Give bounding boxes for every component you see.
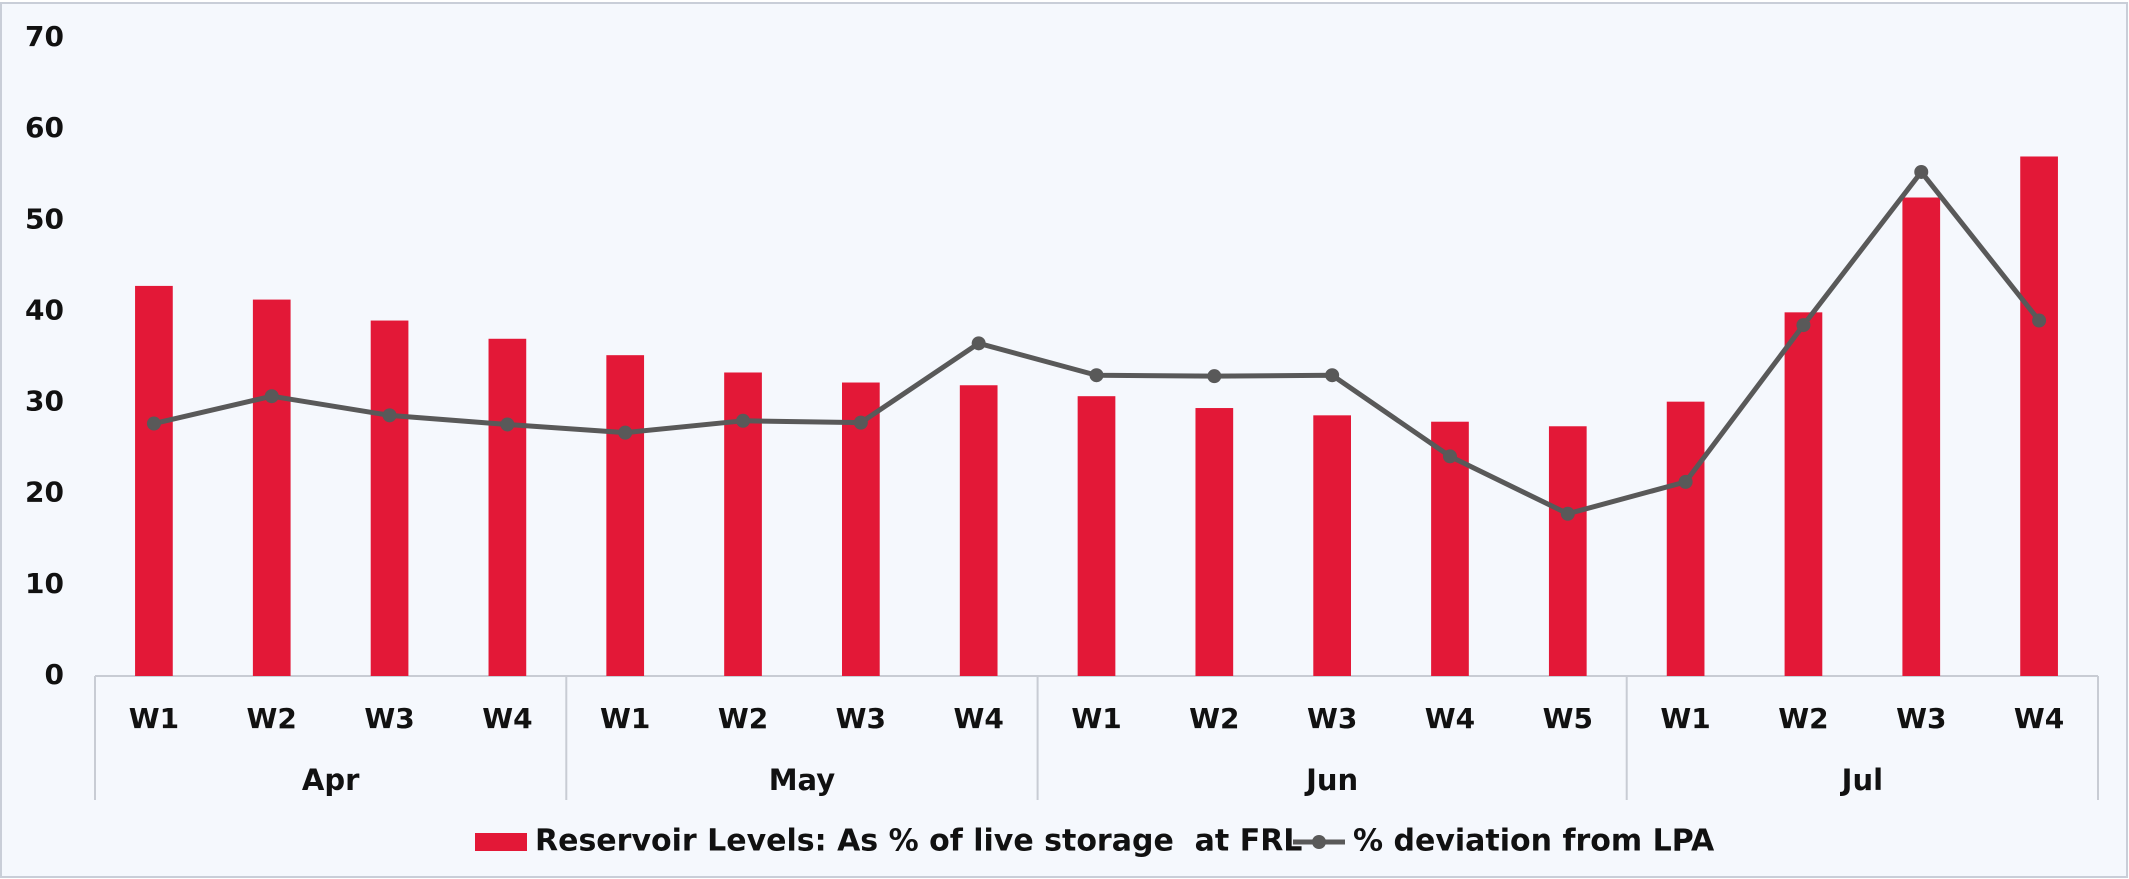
x-tick-label: W5 — [1543, 702, 1593, 735]
y-tick-label: 0 — [45, 658, 64, 691]
line-marker — [853, 415, 868, 430]
y-tick-label: 20 — [25, 476, 64, 509]
line-marker — [1560, 506, 1575, 521]
bar — [1666, 401, 1705, 676]
x-tick-label: W1 — [1660, 702, 1710, 735]
line-marker — [382, 408, 397, 423]
y-tick-label: 70 — [25, 20, 64, 53]
group-label: Jul — [1840, 763, 1883, 797]
line-marker — [618, 425, 633, 440]
bar — [1548, 426, 1587, 676]
y-tick-label: 30 — [25, 385, 64, 418]
bar — [1313, 415, 1351, 676]
bar — [1195, 408, 1234, 676]
legend-swatch — [1312, 835, 1326, 849]
line-marker — [1207, 369, 1222, 384]
x-tick-label: W4 — [2014, 702, 2064, 735]
x-tick-label: W2 — [1189, 702, 1239, 735]
bar — [842, 382, 880, 676]
line-marker — [500, 417, 515, 432]
x-tick-label: W2 — [247, 702, 297, 735]
group-label: Jun — [1304, 763, 1358, 797]
x-tick-label: W4 — [1425, 702, 1475, 735]
line-marker — [1089, 368, 1104, 383]
bar — [1077, 396, 1116, 676]
line-marker — [1325, 368, 1340, 383]
x-tick-label: W3 — [1896, 702, 1946, 735]
line-marker — [264, 389, 279, 404]
bar — [606, 355, 645, 676]
bar — [370, 320, 409, 676]
line-marker — [1796, 318, 1811, 333]
group-label: May — [769, 763, 836, 797]
x-tick-label: W1 — [129, 702, 179, 735]
x-tick-label: W4 — [953, 702, 1003, 735]
x-tick-label: W1 — [1071, 702, 1121, 735]
group-label: Apr — [302, 763, 360, 797]
y-tick-label: 60 — [25, 111, 64, 144]
y-tick-label: 50 — [25, 202, 64, 235]
line-marker — [736, 413, 751, 428]
bar — [135, 285, 173, 676]
legend-swatch — [475, 833, 527, 851]
line-marker — [1914, 164, 1929, 179]
x-tick-label: W3 — [1307, 702, 1357, 735]
bar — [488, 338, 527, 676]
bar — [1902, 197, 1941, 676]
y-tick-label: 10 — [25, 567, 64, 600]
line-marker — [1442, 449, 1457, 464]
line-marker — [146, 416, 161, 431]
x-tick-label: W1 — [600, 702, 650, 735]
line-marker — [1678, 474, 1693, 489]
x-tick-label: W3 — [364, 702, 414, 735]
x-tick-label: W3 — [836, 702, 886, 735]
line-marker — [2032, 313, 2047, 328]
x-tick-label: W2 — [718, 702, 768, 735]
bar — [252, 299, 291, 676]
legend-label: Reservoir Levels: As % of live storage a… — [535, 824, 1302, 859]
x-tick-label: W4 — [482, 702, 532, 735]
legend-label: % deviation from LPA — [1353, 824, 1715, 859]
bar — [959, 385, 998, 676]
bar — [2020, 156, 2058, 676]
line-marker — [971, 336, 986, 351]
x-tick-label: W2 — [1778, 702, 1828, 735]
bar — [1784, 312, 1823, 676]
y-tick-label: 40 — [25, 293, 64, 326]
